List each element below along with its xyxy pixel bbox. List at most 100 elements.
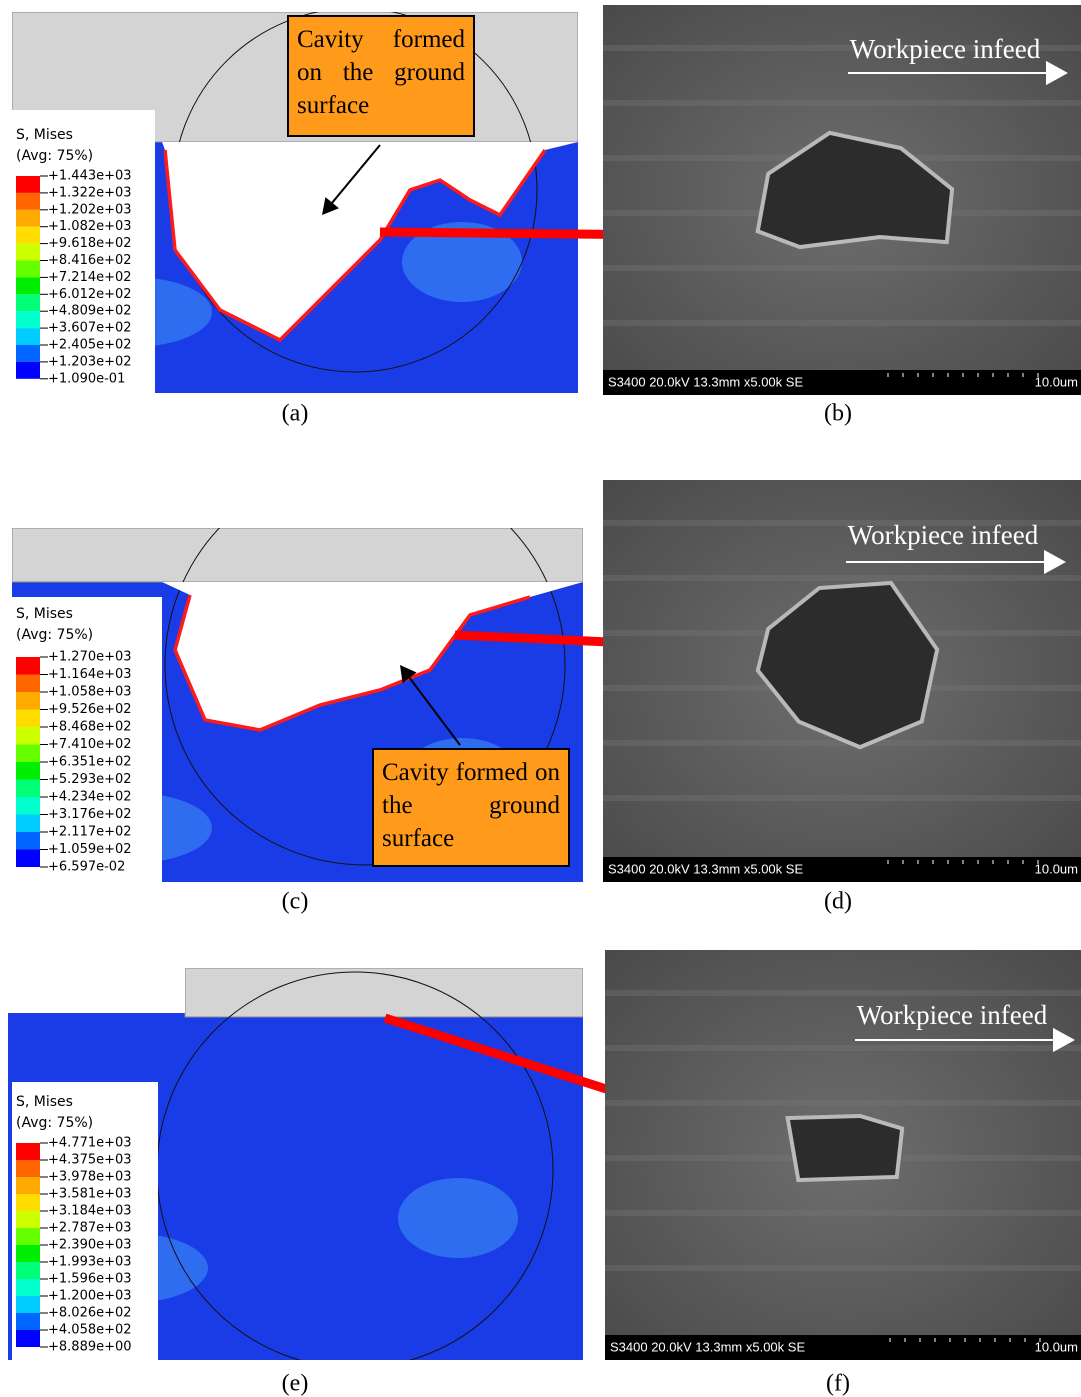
legend-swatch (16, 657, 40, 675)
panel-label: (f) (826, 1371, 850, 1397)
legend-swatch (16, 797, 40, 815)
legend-value: +8.026e+02 (48, 1306, 132, 1321)
legend-swatch (16, 1245, 40, 1262)
legend-value: +8.889e+00 (48, 1340, 132, 1355)
legend-value: +1.200e+03 (48, 1289, 132, 1304)
legend-swatch (16, 745, 40, 763)
legend-value: +3.607e+02 (48, 321, 132, 336)
panel-label: (a) (282, 401, 309, 427)
legend-swatch (16, 1160, 40, 1177)
legend-subtitle: (Avg: 75%) (16, 627, 93, 643)
legend-swatch (16, 294, 40, 311)
sem-streak (603, 265, 1081, 271)
sem-streak (605, 1100, 1081, 1106)
legend-subtitle: (Avg: 75%) (16, 1115, 93, 1131)
annotation: Cavity formed on the ground surface (287, 15, 475, 137)
sem-streak (605, 1045, 1081, 1051)
legend-value: +1.270e+03 (48, 650, 132, 665)
legend-swatch (16, 1279, 40, 1296)
legend-swatch (16, 815, 40, 833)
sem-scale: 10.0um (1035, 1339, 1078, 1354)
sem-cavity (790, 1118, 900, 1178)
surface-band (8, 968, 185, 1013)
legend-swatch (16, 675, 40, 693)
legend-value: +3.581e+03 (48, 1187, 132, 1202)
legend-value: +4.234e+02 (48, 790, 132, 805)
legend-value: +2.390e+03 (48, 1238, 132, 1253)
legend-value: +1.322e+03 (48, 185, 132, 200)
legend-swatch (16, 193, 40, 210)
panel-label: (e) (282, 1371, 309, 1397)
legend-subtitle: (Avg: 75%) (16, 148, 93, 164)
legend-swatch (16, 1194, 40, 1211)
sem-info: S3400 20.0kV 13.3mm x5.00k SE (610, 1339, 805, 1354)
legend-swatch (16, 1143, 40, 1160)
legend-swatch (16, 850, 40, 868)
legend-swatch (16, 1177, 40, 1194)
legend-value: +9.526e+02 (48, 702, 132, 717)
legend-swatch (16, 176, 40, 193)
sem-scale: 10.0um (1035, 861, 1078, 876)
legend-value: +1.059e+02 (48, 842, 132, 857)
figure: (a) (b) (c) (d) (e) (f) S, Mises (Avg: 75%) +1.4… (0, 0, 1081, 1397)
legend-value: +3.176e+02 (48, 807, 132, 822)
legend-value: +6.597e-02 (48, 860, 125, 875)
legend-title: S, Mises (16, 1094, 73, 1110)
tool (12, 528, 583, 582)
contour (398, 1178, 518, 1258)
legend-swatch (16, 345, 40, 362)
legend-swatch (16, 710, 40, 728)
legend-value: +1.058e+03 (48, 685, 132, 700)
legend-title: S, Mises (16, 127, 73, 143)
sem-scale: 10.0um (1035, 374, 1078, 389)
legend-value: +7.410e+02 (48, 737, 132, 752)
legend-swatch (16, 727, 40, 745)
legend-value: +4.058e+02 (48, 1323, 132, 1338)
legend-value: +3.978e+03 (48, 1170, 132, 1185)
sem-streak (603, 795, 1081, 801)
legend-title: S, Mises (16, 606, 73, 622)
legend-value: +1.202e+03 (48, 202, 132, 217)
panel-label: (c) (282, 889, 309, 915)
legend-value: +2.787e+03 (48, 1221, 132, 1236)
legend-swatch (16, 1330, 40, 1347)
legend-swatch (16, 1313, 40, 1330)
sem-streak (605, 1265, 1081, 1271)
sem-info: S3400 20.0kV 13.3mm x5.00k SE (608, 374, 803, 389)
legend-value: +1.082e+03 (48, 219, 132, 234)
legend-value: +4.771e+03 (48, 1136, 132, 1151)
legend-value: +4.809e+02 (48, 304, 132, 319)
legend-swatch (16, 210, 40, 227)
legend-swatch (16, 261, 40, 278)
legend-value: +1.203e+02 (48, 354, 132, 369)
sem-streak (605, 990, 1081, 996)
legend-value: +8.468e+02 (48, 720, 132, 735)
sem-streak (603, 575, 1081, 581)
legend-value: +7.214e+02 (48, 270, 132, 285)
sem-streak (603, 100, 1081, 106)
figure-canvas: (a) (b) (c) (d) (e) (f) S, Mises (Avg: 75%) +1.4… (0, 0, 1081, 1397)
legend-value: +6.351e+02 (48, 755, 132, 770)
legend-value: +1.090e-01 (48, 371, 125, 386)
legend-swatch (16, 780, 40, 798)
legend-swatch (16, 362, 40, 379)
legend-value: +1.993e+03 (48, 1255, 132, 1270)
sem-info: S3400 20.0kV 13.3mm x5.00k SE (608, 861, 803, 876)
direction-label: Workpiece infeed (850, 34, 1041, 64)
direction-label: Workpiece infeed (857, 1000, 1048, 1030)
legend-swatch (16, 227, 40, 244)
panel-label: (b) (824, 401, 852, 427)
legend-swatch (16, 311, 40, 328)
legend-swatch (16, 832, 40, 850)
sem-streak (603, 320, 1081, 326)
legend-value: +1.443e+03 (48, 169, 132, 184)
legend-value: +2.405e+02 (48, 338, 132, 353)
legend-value: +2.117e+02 (48, 825, 132, 840)
legend-swatch (16, 1228, 40, 1245)
panel-label: (d) (824, 889, 852, 915)
legend-swatch (16, 328, 40, 345)
direction-label: Workpiece infeed (848, 520, 1039, 550)
legend-swatch (16, 277, 40, 294)
legend-swatch (16, 692, 40, 710)
tool (185, 968, 583, 1017)
